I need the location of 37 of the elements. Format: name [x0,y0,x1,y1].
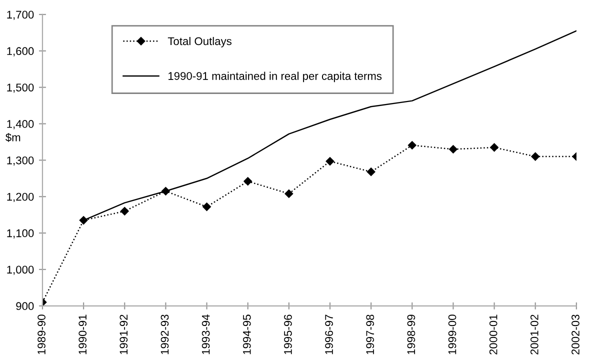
x-tick-label: 1996-97 [325,314,333,354]
x-tick-label: 1995-96 [284,314,292,354]
y-tick-label: 1,500 [7,84,34,93]
x-tick-label: 2002-03 [572,314,580,354]
point [202,202,211,211]
x-tick-label: 1994-95 [242,314,251,354]
x-tick-label: 1989-90 [38,314,46,354]
y-tick-label: 1,700 [7,10,34,20]
x-tick-label: 1992-93 [160,314,169,354]
y-tick-label: 1,300 [7,156,34,166]
y-tick-label: 1,200 [7,192,34,202]
x-tick-label: 1990-91 [78,314,87,354]
point [449,145,458,154]
point [326,157,334,166]
point [79,216,88,224]
point [531,152,540,161]
y-tick-label: 1,600 [7,47,34,56]
y-tick-label: 900 [16,302,34,310]
point [490,143,498,152]
legend-label: 1990-91 maintained in real per capita terms [168,72,382,82]
point [408,141,416,150]
y-axis-title: $m [6,132,20,142]
x-tick-label: 1991-92 [120,314,128,354]
legend-label: Total Outlays [168,36,232,48]
x-tick-label: 1998-99 [407,314,416,354]
y-tick-label: 1,000 [7,266,34,275]
point [284,190,294,198]
point [244,177,252,186]
x-tick-label: 1997-98 [366,314,374,354]
x-tick-label: 2001-02 [530,314,538,354]
x-tick-label: 2000-01 [489,314,498,354]
y-tick-label: 1,400 [7,120,34,130]
point [120,207,129,216]
x-tick-label: 1999-00 [448,314,456,354]
point [366,168,376,176]
y-tick-label: 1,100 [7,229,34,238]
x-tick-label: 1993-94 [202,314,210,354]
